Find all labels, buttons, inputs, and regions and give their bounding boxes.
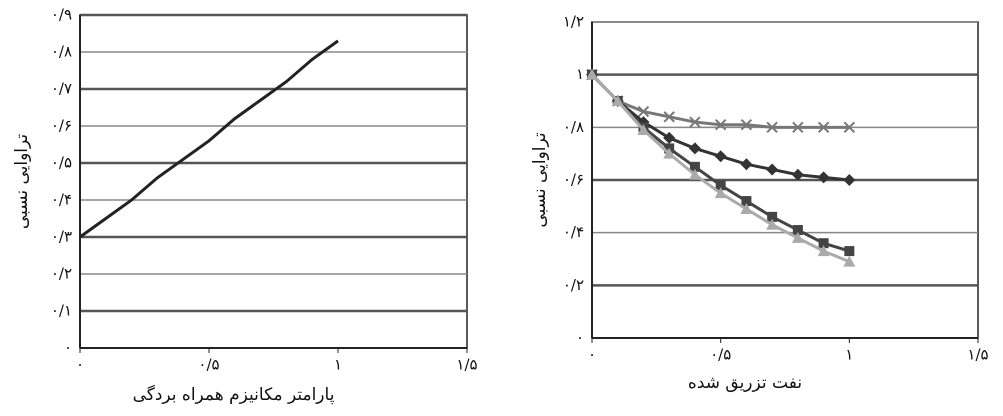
marker xyxy=(766,163,779,176)
y-tick-label: ۰/۹ xyxy=(51,6,72,24)
marker xyxy=(818,238,829,249)
marker xyxy=(689,116,701,128)
x-tick-label: ۱ xyxy=(845,346,853,364)
marker xyxy=(637,105,650,118)
y-tick-label: ۰/۴ xyxy=(563,223,584,241)
x-tick-label: ۱ xyxy=(334,356,342,374)
marker xyxy=(663,147,676,159)
y-tick-label: ۰/۳ xyxy=(51,228,72,246)
marker xyxy=(843,255,856,267)
marker xyxy=(844,246,855,257)
y-tick-label: ۰/۶ xyxy=(563,171,584,189)
x-tick-label: ۱/۵ xyxy=(456,356,477,374)
marker xyxy=(843,121,856,134)
marker xyxy=(766,218,779,230)
y-tick-label: ۰/۴ xyxy=(51,191,72,209)
marker xyxy=(741,196,752,207)
y-axis-label: تراوایی نسبی xyxy=(530,132,550,228)
marker xyxy=(791,168,804,181)
marker xyxy=(792,121,804,134)
marker xyxy=(714,118,727,131)
marker xyxy=(688,142,701,155)
marker xyxy=(843,174,856,186)
y-tick-label: ۰/۲ xyxy=(563,276,584,294)
marker xyxy=(637,123,650,135)
x-tick-label: ۱/۵ xyxy=(967,346,988,364)
marker xyxy=(766,121,778,134)
marker xyxy=(688,168,701,180)
y-tick-label: ۰/۶ xyxy=(51,117,72,135)
y-tick-label: ۱/۲ xyxy=(563,13,584,31)
marker xyxy=(817,245,830,257)
marker xyxy=(740,118,753,131)
marker xyxy=(715,180,726,191)
series-line xyxy=(79,39,339,239)
marker xyxy=(714,150,727,163)
marker xyxy=(791,231,804,243)
x-tick-label: ۰ xyxy=(588,346,596,364)
marker xyxy=(740,202,753,214)
marker xyxy=(714,187,727,199)
x-tick-label: ۰/۵ xyxy=(710,346,731,364)
y-tick-label: ۰/۵ xyxy=(51,154,72,172)
y-tick-label: ۰ xyxy=(576,329,584,347)
marker xyxy=(586,68,598,80)
y-tick-label: ۰/۱ xyxy=(51,302,72,320)
x-tick-label: ۰ xyxy=(76,356,84,374)
marker xyxy=(817,121,830,134)
x-tick-label: ۰/۵ xyxy=(198,356,219,374)
marker xyxy=(817,171,830,184)
x-axis-label: پارامتر مکانیزم همراه بردگی xyxy=(133,384,335,405)
marker xyxy=(792,225,803,236)
plot-area xyxy=(79,14,468,349)
marker xyxy=(611,95,624,106)
marker xyxy=(689,161,700,172)
y-tick-label: ۰/۲ xyxy=(51,265,72,283)
x-axis-label: نفت تزریق شده xyxy=(688,373,802,393)
marker xyxy=(767,211,778,222)
y-axis-label: تراوایی نسبی xyxy=(12,134,32,230)
marker xyxy=(663,111,675,123)
y-tick-label: ۰ xyxy=(64,339,72,357)
y-tick-label: ۰/۷ xyxy=(51,80,72,98)
y-tick-label: ۰/۸ xyxy=(563,118,584,136)
y-tick-label: ۰/۸ xyxy=(51,43,72,61)
marker xyxy=(740,158,753,171)
y-tick-label: ۱ xyxy=(576,65,584,83)
marker xyxy=(663,131,676,144)
